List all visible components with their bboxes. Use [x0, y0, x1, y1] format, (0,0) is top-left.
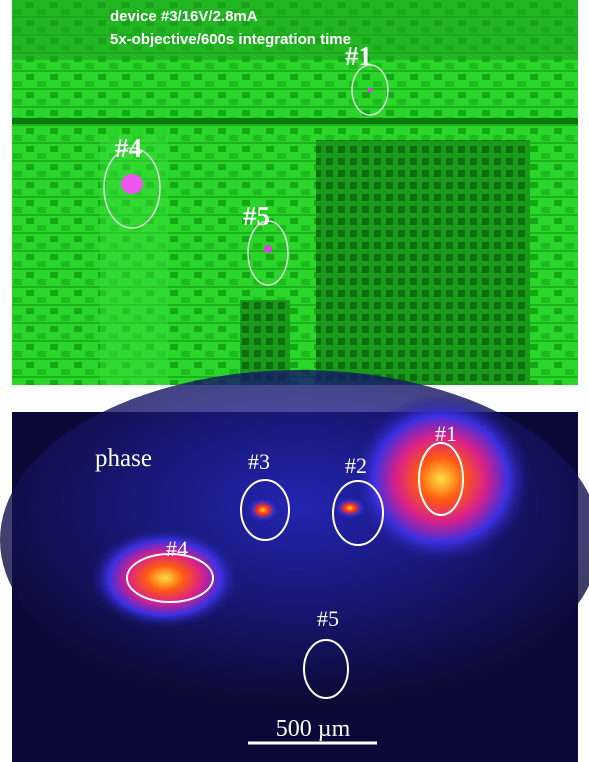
figure: device #3/16V/2.8mA 5x-objective/600s in…: [0, 0, 589, 762]
bus-line: [12, 118, 578, 124]
optical-panel: device #3/16V/2.8mA 5x-objective/600s in…: [12, 0, 578, 385]
spot: [121, 174, 143, 194]
spot-label: #5: [243, 201, 270, 231]
emission: [351, 394, 531, 564]
spot-label: #1: [435, 421, 457, 446]
spot-label: #3: [248, 449, 270, 474]
mode-label: phase: [95, 445, 152, 472]
spot-label: #5: [317, 606, 339, 631]
emission: [245, 496, 281, 524]
spot-label: #4: [166, 536, 188, 561]
spot-label: #4: [115, 133, 142, 163]
chip-top: [12, 0, 578, 60]
emission-panel: phase #1 #3 #2 #4 #5 500 µm: [0, 370, 589, 762]
caption-line: 5x-objective/600s integration time: [110, 31, 351, 48]
page: device #3/16V/2.8mA 5x-objective/600s in…: [0, 0, 589, 762]
spot-label: #1: [345, 41, 372, 71]
emission: [332, 496, 368, 520]
spot: [264, 245, 272, 253]
caption-line: device #3/16V/2.8mA: [110, 8, 258, 25]
spot-label: #2: [345, 453, 367, 478]
emission: [90, 528, 240, 628]
spot: [368, 88, 373, 93]
scale-bar-label: 500 µm: [276, 716, 351, 742]
memory-array: [316, 140, 530, 385]
